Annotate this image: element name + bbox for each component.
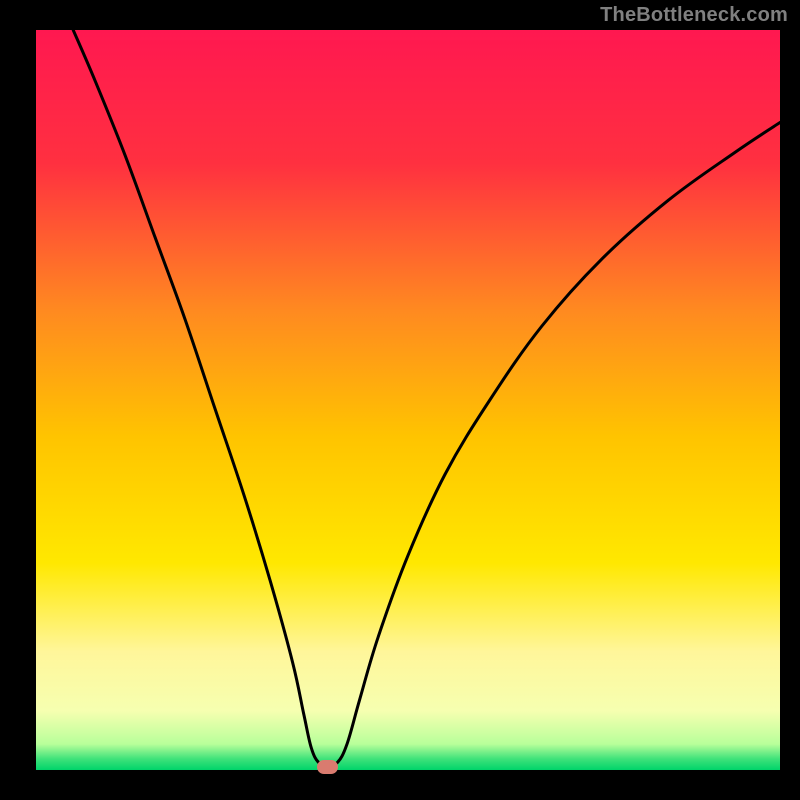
plot-area bbox=[36, 30, 780, 770]
chart-container: { "watermark": { "text": "TheBottleneck.… bbox=[0, 0, 800, 800]
watermark-text: TheBottleneck.com bbox=[600, 4, 788, 27]
optimal-point-marker bbox=[317, 760, 338, 773]
bottleneck-curve bbox=[36, 30, 780, 770]
